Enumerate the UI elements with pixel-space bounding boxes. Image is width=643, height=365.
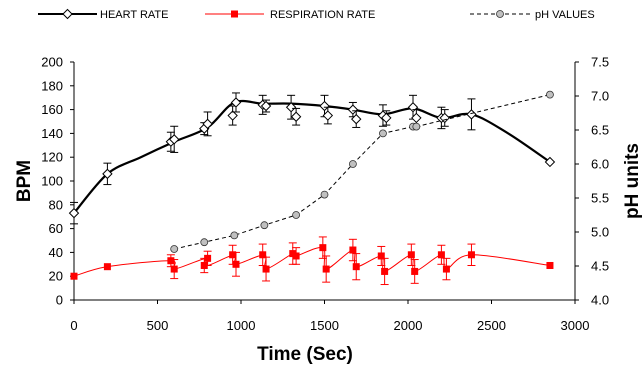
- y-left-tick-label: 200: [41, 55, 63, 70]
- data-point: [200, 238, 209, 247]
- data-point: [411, 267, 419, 275]
- y-left-tick-label: 20: [49, 269, 63, 284]
- y-right-tick-label: 6.0: [591, 157, 609, 172]
- legend: HEART RATE RESPIRATION RATE pH VALUES: [38, 8, 595, 21]
- data-point: [347, 104, 359, 115]
- y-left-tick-label: 120: [41, 150, 63, 165]
- data-point: [439, 112, 450, 124]
- x-tick-label: 3000: [561, 318, 590, 333]
- data-point: [379, 129, 387, 138]
- data-point: [103, 263, 111, 271]
- data-point: [230, 231, 239, 240]
- data-point: [170, 245, 179, 253]
- data-point: [546, 90, 554, 99]
- y-axis-right-title: pH units: [622, 143, 643, 219]
- legend-marker: [62, 8, 73, 20]
- x-axis-title: Time (Sec): [257, 344, 353, 365]
- data-point: [170, 265, 178, 273]
- data-point: [68, 207, 80, 219]
- data-point: [232, 260, 240, 268]
- y-right-tick-label: 5.0: [591, 225, 609, 240]
- data-point: [168, 134, 180, 145]
- data-point: [407, 251, 415, 259]
- legend-label: HEART RATE: [100, 9, 168, 21]
- data-point: [292, 252, 300, 260]
- data-point: [352, 263, 360, 271]
- y-left-tick-label: 100: [41, 174, 63, 189]
- y-right-tick-label: 4.5: [591, 259, 609, 274]
- data-point: [204, 254, 212, 262]
- y-axis-left-title: BPM: [14, 160, 35, 202]
- legend-marker: [231, 10, 238, 18]
- x-tick-label: 0: [70, 318, 77, 333]
- legend-label: RESPIRATION RATE: [270, 9, 375, 21]
- data-point: [230, 97, 242, 108]
- data-point: [351, 113, 362, 125]
- series-heart-rate: [68, 92, 556, 225]
- data-point: [412, 122, 421, 131]
- data-point: [381, 267, 389, 275]
- y-left-tick-label: 80: [49, 197, 63, 212]
- data-point: [349, 246, 357, 254]
- data-point: [260, 100, 272, 112]
- y-left-tick-label: 160: [41, 102, 63, 117]
- data-point: [262, 265, 270, 273]
- y-right-tick-label: 7.5: [591, 55, 609, 70]
- data-point: [319, 100, 330, 112]
- x-tick-label: 1000: [227, 318, 256, 333]
- data-point: [290, 111, 302, 122]
- x-tick-label: 500: [147, 318, 169, 333]
- data-point: [322, 110, 334, 121]
- data-point: [437, 251, 445, 259]
- series-layer: [68, 90, 556, 286]
- data-point: [102, 168, 113, 180]
- x-tick-label: 2000: [394, 318, 423, 333]
- data-point: [377, 252, 385, 260]
- series-respiration-rate: [70, 236, 554, 286]
- data-point: [229, 251, 237, 259]
- data-point: [381, 112, 392, 124]
- data-point: [322, 265, 330, 273]
- data-point: [348, 160, 357, 168]
- data-point: [167, 257, 175, 265]
- data-point: [227, 110, 238, 121]
- y-left-tick-label: 60: [49, 221, 63, 236]
- y-left-tick-label: 140: [41, 126, 63, 141]
- data-point: [546, 261, 554, 269]
- legend-marker: [496, 10, 504, 18]
- data-point: [202, 118, 213, 130]
- data-point: [292, 211, 301, 219]
- y-right-tick-label: 7.0: [591, 89, 609, 104]
- x-tick-label: 2500: [477, 318, 506, 333]
- y-left-tick-label: 180: [41, 78, 63, 93]
- data-point: [319, 244, 327, 252]
- data-point: [260, 221, 269, 230]
- y-right-tick-label: 5.5: [591, 191, 609, 206]
- axes: 0 500 1000 1500 2000 2500 3000 0 20 40 60 80 100 120 1…: [41, 55, 609, 334]
- y-left-tick-label: 40: [49, 245, 63, 260]
- series-line: [73, 246, 551, 277]
- x-tick-label: 1500: [310, 318, 339, 333]
- series-ph-values: [170, 90, 554, 253]
- data-point: [259, 251, 267, 259]
- legend-label: pH VALUES: [535, 9, 595, 21]
- data-point: [466, 109, 477, 120]
- data-point: [320, 190, 329, 199]
- data-point: [467, 251, 475, 259]
- y-right-tick-label: 4.0: [591, 293, 609, 308]
- data-point: [285, 102, 297, 113]
- data-point: [544, 156, 556, 168]
- data-point: [442, 265, 450, 273]
- data-point: [70, 272, 78, 280]
- series-line: [73, 99, 551, 214]
- data-point: [411, 112, 422, 124]
- y-left-tick-label: 0: [56, 293, 63, 308]
- y-right-tick-label: 6.5: [591, 123, 609, 138]
